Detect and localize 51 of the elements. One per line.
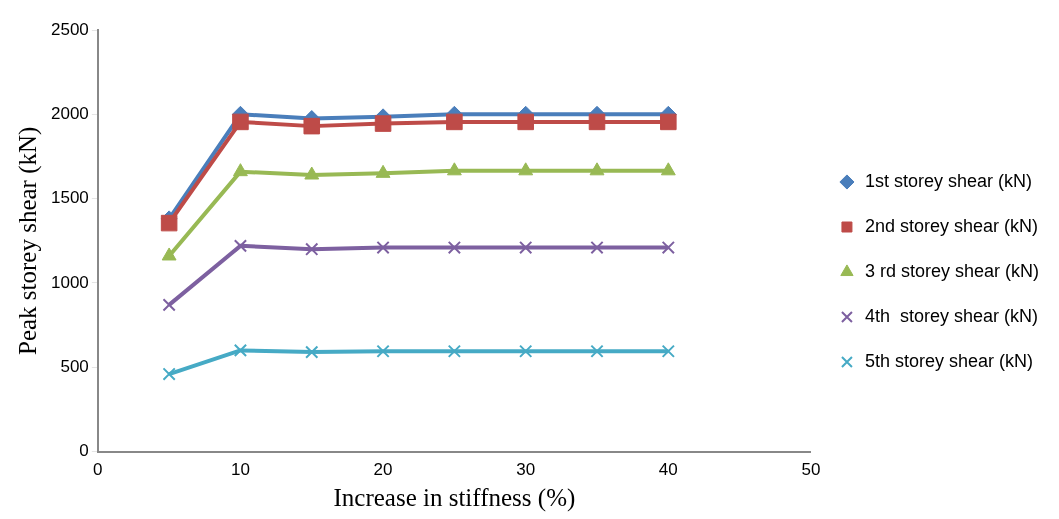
point [660,162,676,176]
y-tick-label: 500 [60,356,89,376]
point [590,344,604,358]
x-tick-label: 50 [801,460,821,480]
point [162,298,176,312]
point [376,344,390,358]
point [233,239,248,253]
x-axis-title: Increase in stiffness (%) [333,483,576,512]
point [160,214,178,232]
x-tick-label: 0 [93,460,103,480]
x-tick-label: 40 [658,460,678,480]
point [519,344,533,358]
point [519,240,533,255]
point [162,367,176,381]
legend-label: 4th storey shear (kN) [864,305,1039,326]
point [233,163,248,177]
point [518,162,534,176]
point [446,162,462,176]
point [517,113,534,131]
legend-label: 2nd storey shear (kN) [864,215,1039,236]
y-tick-label: 1500 [50,188,89,208]
x-tick-label: 10 [230,460,250,480]
point [305,242,319,256]
x-tick-label: 30 [516,460,536,480]
y-tick-label: 1000 [50,272,89,292]
point [446,113,463,131]
point [304,166,320,180]
y-tick-label: 2000 [50,104,89,124]
point [661,344,675,358]
point [660,113,677,131]
y-axis-title: Peak storey shear (kN) [13,126,42,355]
y-tick-label: 2500 [50,19,89,39]
point [305,345,319,359]
point [375,164,391,178]
legend-label: 5th storey shear (kN) [864,350,1034,371]
point [661,240,675,255]
point [233,343,248,358]
point [232,113,249,131]
point [590,240,604,255]
point [589,162,605,176]
point [376,240,390,255]
legend-label: 3 rd storey shear (kN) [864,260,1040,281]
point [447,344,462,358]
point [303,117,321,135]
point [374,115,392,132]
y-tick-label: 0 [79,441,89,461]
point [161,247,177,261]
point [588,113,606,131]
point [447,240,462,255]
legend-label: 1st storey shear (kN) [864,170,1032,191]
x-tick-label: 20 [373,460,393,480]
